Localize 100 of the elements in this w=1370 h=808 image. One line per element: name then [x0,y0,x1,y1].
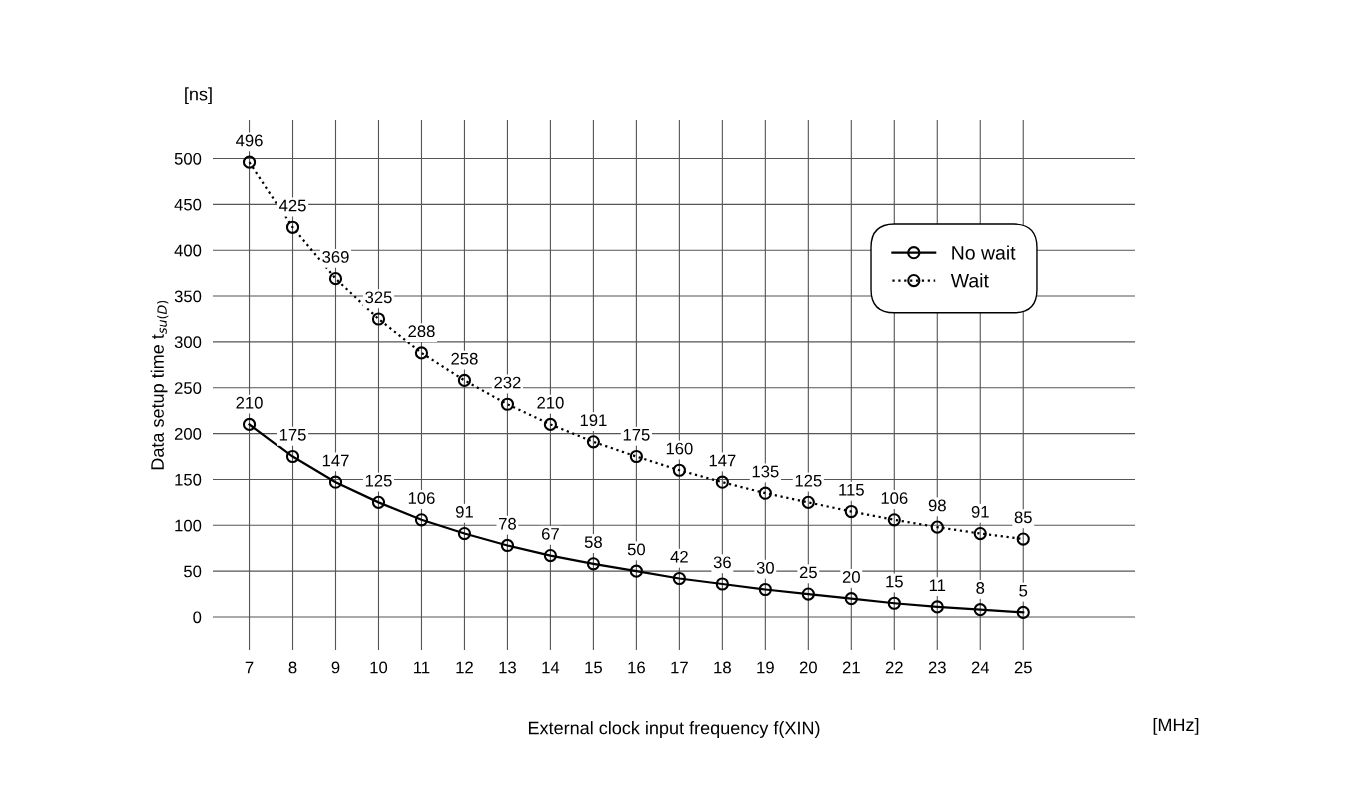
data-label: 369 [322,251,349,263]
x-tick-label: 24 [971,661,990,674]
data-label: 210 [537,396,564,409]
data-label: 85 [1014,511,1032,524]
y-axis-title: Data setup time t$_{su(D)}$ [150,300,169,470]
y-tick-label: 350 [174,290,202,303]
data-label: 8 [976,582,985,594]
data-label: 98 [928,499,946,512]
point [715,577,729,591]
text: [ns] [185,87,212,105]
data-label: 147 [322,454,349,467]
point [371,312,386,326]
x-tick-label: 14 [542,661,560,674]
point [414,513,429,527]
y-tick-label: 400 [174,244,202,257]
data-label: 20 [842,571,860,583]
y-tick-label: 500 [174,152,202,165]
data-label: 125 [365,474,392,487]
x-tick-label: 7 [245,661,254,674]
legend-label: No wait [952,245,1016,260]
y-tick-label: 100 [175,519,202,532]
point [758,486,772,500]
data-label: 232 [494,376,521,389]
data-label: 160 [666,442,693,455]
data-label: 106 [881,492,908,504]
x-tick-label: 11 [414,661,430,674]
point [328,272,343,286]
point [457,526,472,541]
data-label: 115 [839,484,864,496]
data-label: 50 [627,543,646,556]
x-tick-label: 25 [1014,661,1032,674]
point [586,435,600,449]
data-label: 42 [670,550,688,563]
point [758,582,772,597]
y-tick-label: 300 [174,336,202,349]
point [930,600,944,614]
point [629,564,643,578]
data-label: 425 [279,199,306,212]
data-label: 78 [499,517,516,530]
data-label: 175 [623,429,650,441]
data-label: 258 [451,352,478,365]
point [844,504,858,519]
point [285,220,300,234]
data-label: 210 [236,396,263,409]
x-tick-label: 23 [928,661,946,674]
data-label: 175 [279,429,306,441]
y-tick-label: 50 [184,565,202,578]
point [887,596,901,610]
y-tick-label: 450 [174,198,202,211]
point [801,587,815,601]
data-label: 147 [709,454,736,467]
text: [MHz] [1153,717,1199,735]
point [801,495,815,509]
point [500,538,515,553]
point [500,397,515,411]
data-label: 30 [756,561,774,574]
data-label: 25 [799,566,817,579]
y-tick-label: 200 [174,428,202,440]
x-tick-label: 10 [370,661,388,674]
data-label: 5 [1019,584,1028,597]
point [1016,532,1030,546]
point [285,449,300,464]
data-label: 67 [542,527,559,540]
x-tick-label: 15 [585,661,602,674]
point [629,449,643,464]
point [973,603,987,617]
data-label: 91 [455,505,473,518]
x-tick-label: 17 [671,661,688,674]
point [543,548,558,563]
data-label: 11 [929,579,946,591]
point [930,520,944,534]
x-axis-title: External clock input frequency f(XIN) [528,721,820,738]
x-tick-label: 20 [799,661,817,674]
point [672,571,686,586]
point [715,475,729,489]
point [887,513,901,527]
point [414,346,429,360]
y-tick-label: 250 [174,382,202,394]
legend-label: Wait [950,273,989,288]
data-label: 125 [795,474,822,487]
data-label: 135 [752,465,779,478]
x-tick-label: 19 [757,661,774,674]
point [586,557,600,571]
point [328,475,343,489]
x-tick-label: 9 [331,661,340,674]
x-tick-label: 13 [499,661,516,674]
point [457,373,472,388]
point [672,463,686,477]
point [1016,605,1030,619]
point [242,155,257,169]
x-tick-label: 12 [456,661,473,674]
data-label: 91 [971,505,989,518]
x-tick-label: 22 [885,661,903,674]
data-label: 106 [408,492,435,504]
data-label: 325 [365,291,392,304]
data-label: 58 [584,536,602,549]
point [371,495,386,509]
data-label: 288 [408,325,435,338]
y-tick-label: 0 [193,611,202,624]
point [973,526,987,541]
